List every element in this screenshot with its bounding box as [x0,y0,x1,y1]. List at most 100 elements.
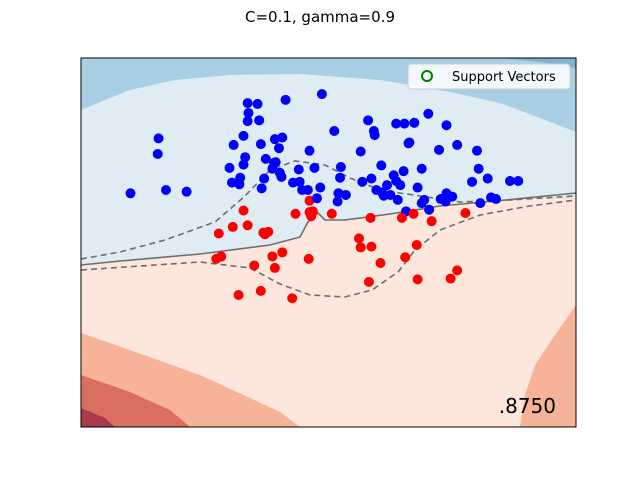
data-point-0-123 [482,173,493,184]
data-point-0-84 [274,167,285,178]
data-point-0-106 [216,251,227,262]
data-point-0-94 [213,228,224,239]
data-point-0-39 [369,130,380,141]
region-red-mid-right [520,305,576,427]
data-point-0-13 [226,177,237,188]
data-point-0-74 [385,189,396,200]
data-point-0-83 [242,220,253,231]
data-point-0-57 [473,163,484,174]
plot-frame [80,57,577,428]
decision-boundary [81,192,576,266]
data-point-0-67 [441,120,452,131]
data-point-0-107 [365,212,376,223]
data-point-0-3 [254,115,265,126]
data-point-0-24 [153,133,164,144]
data-point-0-27 [256,183,267,194]
data-point-0-14 [293,164,304,175]
data-point-0-31 [472,145,482,156]
region-blue-light [81,58,576,265]
data-point-0-54 [243,107,254,118]
data-point-0-26 [242,98,253,109]
data-point-0-100 [366,241,377,252]
data-point-0-118 [426,216,437,227]
data-point-0-87 [238,205,249,216]
data-point-0-110 [375,258,386,268]
data-point-0-0 [316,89,327,100]
data-point-0-62 [445,273,456,284]
data-point-0-35 [255,139,266,150]
data-point-0-112 [269,262,280,273]
data-point-0-82 [411,239,422,250]
data-point-0-90 [326,208,337,219]
data-point-0-125 [424,204,435,215]
data-point-0-64 [412,182,423,193]
data-point-0-126 [391,176,402,186]
data-point-0-115 [311,193,322,204]
score-text: .8750 [499,394,556,418]
data-point-0-101 [396,212,407,223]
data-point-0-53 [125,188,136,199]
data-point-0-29 [260,153,271,164]
data-points [125,89,524,304]
data-point-0-55 [290,208,301,219]
data-point-0-113 [363,276,374,287]
data-point-0-60 [475,198,486,209]
data-point-0-92 [309,162,320,173]
data-point-0-23 [434,144,445,155]
data-point-0-108 [227,221,238,232]
region-blue-dark [500,58,576,68]
data-point-0-68 [490,194,501,205]
data-point-0-9 [228,139,239,150]
data-point-0-122 [263,226,274,237]
data-point-0-4 [363,115,374,126]
data-point-0-52 [277,132,288,143]
data-point-0-76 [377,187,388,198]
data-point-0-103 [354,233,365,244]
data-point-0-25 [160,185,171,196]
data-point-0-105 [452,265,463,276]
data-point-0-116 [288,177,299,188]
data-point-0-19 [274,143,284,154]
data-point-0-32 [376,160,387,171]
data-point-0-8 [404,137,415,148]
data-point-0-78 [382,180,393,191]
legend-support-vector-marker [421,70,433,82]
data-point-0-36 [398,166,409,177]
data-point-0-49 [467,176,478,187]
data-point-0-120 [307,206,318,217]
data-point-0-22 [416,163,427,174]
data-point-0-37 [392,194,403,205]
region-red-dark [81,375,190,427]
data-point-0-17 [238,130,249,141]
data-point-0-43 [409,117,420,128]
margin-upper [81,160,576,260]
data-point-0-91 [416,198,427,209]
decision-contours [81,160,576,298]
data-point-0-128 [408,208,419,219]
data-point-0-41 [452,139,463,150]
data-point-0-28 [240,152,251,163]
data-point-0-117 [335,172,346,183]
data-point-0-89 [267,251,278,262]
data-point-0-2 [304,145,315,156]
data-point-0-12 [224,162,235,173]
data-point-0-127 [302,185,313,196]
data-point-0-51 [329,125,340,136]
data-point-0-121 [355,242,366,253]
data-point-0-42 [391,118,402,129]
data-point-0-95 [400,252,411,263]
data-point-0-38 [423,108,434,119]
data-point-0-6 [399,118,410,129]
data-point-0-96 [249,260,260,271]
data-point-0-44 [357,176,368,187]
data-point-0-58 [460,207,471,218]
legend-box [407,63,571,90]
data-point-0-16 [242,116,253,127]
data-point-0-124 [441,188,452,199]
region-red-darkest [81,408,115,427]
data-point-0-30 [259,173,270,184]
data-point-0-66 [235,172,246,183]
data-point-0-104 [277,247,288,258]
data-point-0-63 [233,289,244,300]
